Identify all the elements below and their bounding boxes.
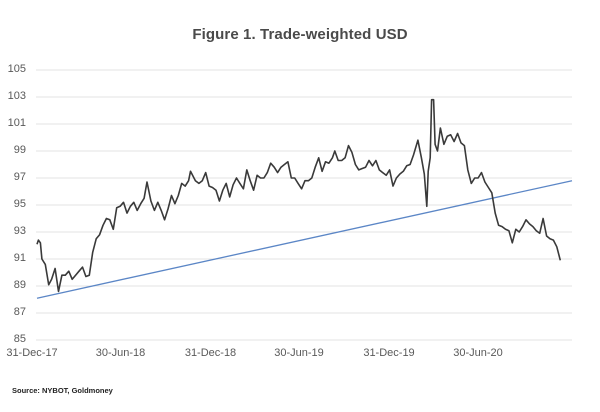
y-tick-label: 89 (13, 279, 26, 291)
x-tick-label: 31-Dec-17 (6, 347, 58, 359)
gridlines (36, 69, 572, 341)
y-tick-label: 103 (7, 90, 26, 102)
y-tick-label: 101 (7, 117, 26, 129)
y-tick-label: 99 (13, 144, 26, 156)
y-tick-label: 93 (13, 225, 26, 237)
x-tick-label: 30-Jun-19 (274, 347, 324, 359)
trend-line (36, 180, 573, 299)
y-tick-label: 95 (13, 198, 26, 210)
x-tick-label: 31-Dec-19 (363, 347, 415, 359)
source-note: Source: NYBOT, Goldmoney (12, 386, 113, 395)
y-tick-label: 105 (7, 63, 26, 75)
x-tick-label: 30-Jun-18 (95, 347, 146, 359)
y-tick-label: 85 (13, 333, 26, 345)
usd-price-line (36, 98, 562, 293)
y-tick-label: 87 (13, 306, 26, 318)
x-tick-label: 30-Jun-20 (453, 347, 503, 359)
x-tick-label: 31-Dec-18 (184, 347, 237, 359)
y-tick-label: 91 (13, 252, 26, 264)
chart-title: Figure 1. Trade-weighted USD (192, 26, 408, 43)
y-tick-label: 97 (13, 171, 26, 183)
